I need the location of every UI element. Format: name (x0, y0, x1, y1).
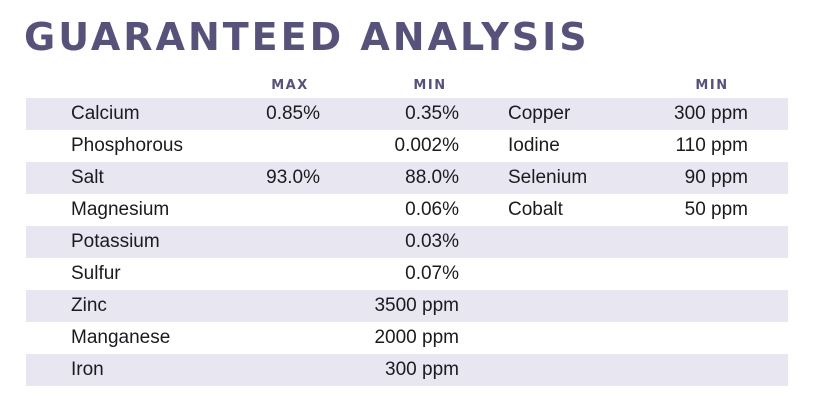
trace-min-value: 110 ppm (675, 135, 748, 156)
trace-min-value: 50 ppm (684, 199, 748, 220)
nutrient-name: Salt (71, 167, 104, 188)
trace-min-value: 300 ppm (674, 103, 748, 124)
min-value: 3500 ppm (374, 295, 459, 316)
nutrient-name: Iron (71, 359, 104, 380)
page-title: GUARANTEED ANALYSIS (24, 15, 590, 59)
min-value: 0.35% (405, 103, 459, 124)
min-value: 2000 ppm (374, 327, 459, 348)
min-value: 0.002% (394, 135, 459, 156)
table-row: Zinc 3500 ppm (26, 290, 788, 322)
nutrient-name: Potassium (71, 231, 160, 252)
nutrient-name: Sulfur (71, 263, 121, 284)
trace-name: Selenium (508, 167, 588, 188)
column-header-min: MIN (413, 78, 447, 93)
trace-name: Copper (508, 103, 571, 124)
table-row: Manganese 2000 ppm (26, 322, 788, 354)
max-value: 0.85% (266, 103, 320, 124)
trace-name: Cobalt (508, 199, 563, 220)
nutrient-name: Phosphorous (71, 135, 183, 156)
min-value: 88.0% (405, 167, 459, 188)
column-header-max: MAX (271, 78, 309, 93)
nutrient-name: Manganese (71, 327, 171, 348)
trace-name: Iodine (508, 135, 560, 156)
table-row: Magnesium 0.06% Cobalt 50 ppm (26, 194, 788, 226)
table-row: Phosphorous 0.002% Iodine 110 ppm (26, 130, 788, 162)
table-row: Potassium 0.03% (26, 226, 788, 258)
nutrient-name: Zinc (71, 295, 107, 316)
table-row: Calcium 0.85% 0.35% Copper 300 ppm (26, 98, 788, 130)
column-header-min-trace: MIN (695, 78, 729, 93)
min-value: 0.07% (405, 263, 459, 284)
table-row: Sulfur 0.07% (26, 258, 788, 290)
min-value: 0.03% (405, 231, 459, 252)
min-value: 0.06% (405, 199, 459, 220)
analysis-table: Calcium 0.85% 0.35% Copper 300 ppm Phosp… (26, 98, 788, 386)
nutrient-name: Magnesium (71, 199, 170, 220)
nutrient-name: Calcium (71, 103, 140, 124)
trace-min-value: 90 ppm (684, 167, 748, 188)
min-value: 300 ppm (385, 359, 459, 380)
table-row: Iron 300 ppm (26, 354, 788, 386)
max-value: 93.0% (266, 167, 320, 188)
table-row: Salt 93.0% 88.0% Selenium 90 ppm (26, 162, 788, 194)
